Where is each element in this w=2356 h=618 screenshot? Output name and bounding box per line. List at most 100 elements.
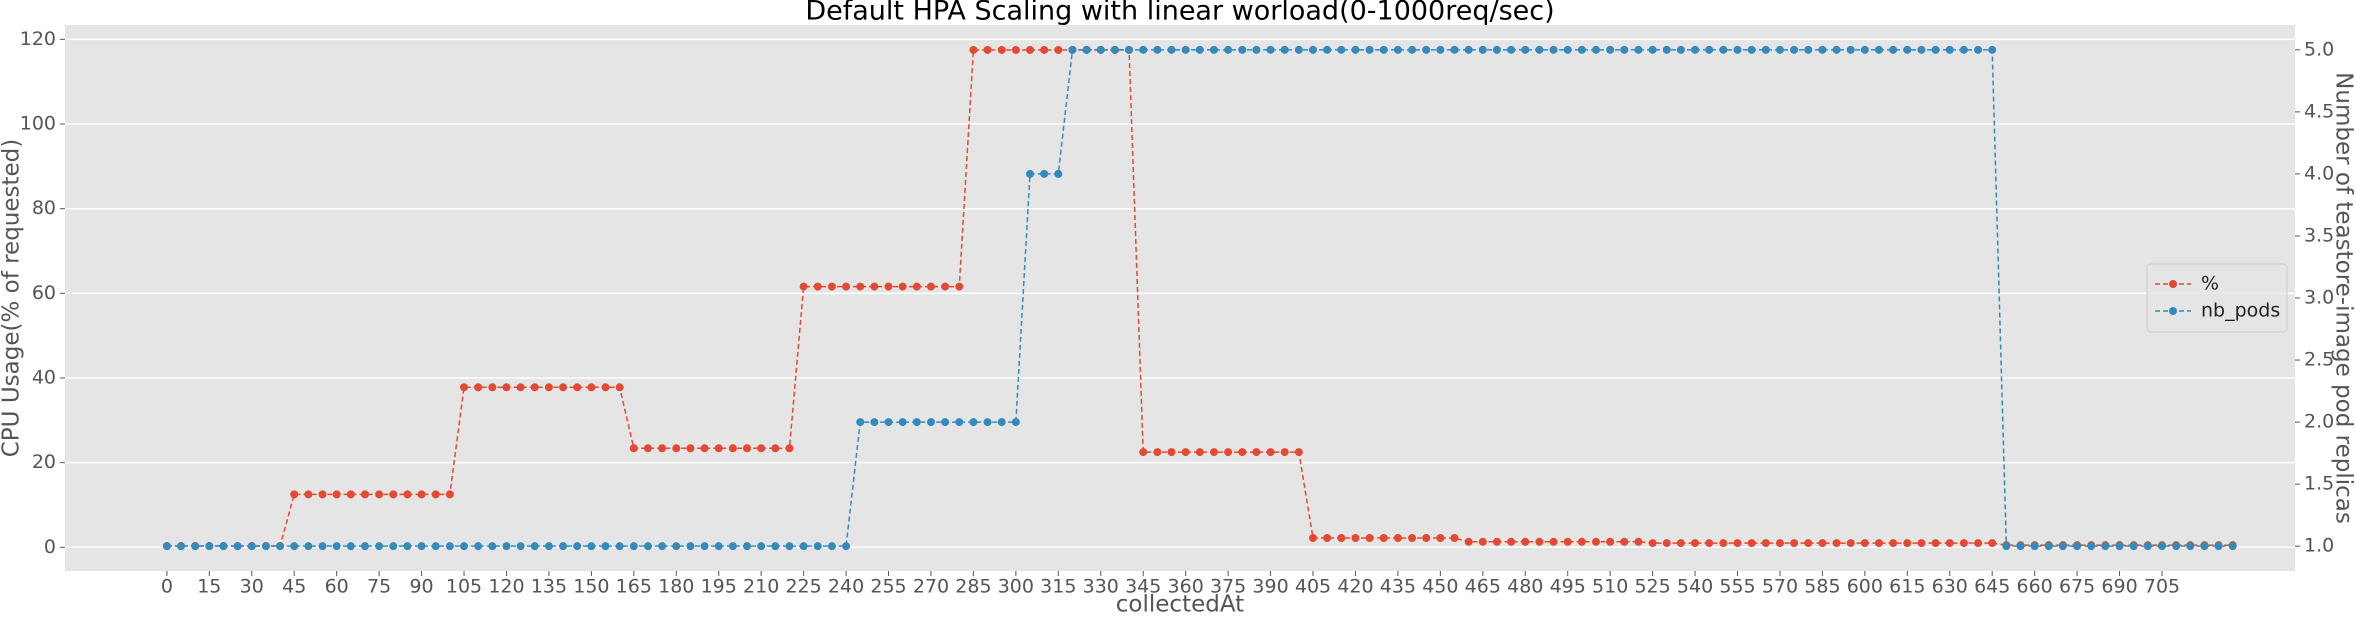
data-point [332,490,341,499]
data-point [1676,539,1685,548]
data-point [856,418,865,427]
data-point [360,542,369,551]
data-point [842,542,851,551]
data-point [1492,537,1501,546]
data-point [1436,533,1445,542]
x-tick-label: 180 [658,576,694,598]
data-point [1224,448,1233,457]
data-point [1945,539,1954,548]
data-point [2058,542,2067,551]
data-point [1238,448,1247,457]
x-tick-label: 210 [743,576,779,598]
data-point [1903,45,1912,54]
y-tick-label: 40 [32,366,56,388]
data-point [898,282,907,291]
data-point [544,383,553,392]
x-tick-label: 480 [1507,576,1543,598]
data-point [1450,45,1459,54]
data-point [445,542,454,551]
data-point [601,542,610,551]
x-tick-label: 75 [367,576,391,598]
data-point [813,282,822,291]
data-point [2157,542,2166,551]
data-point [1521,45,1530,54]
data-point [1705,539,1714,548]
x-tick-label: 495 [1550,576,1586,598]
data-point [912,282,921,291]
data-point [898,418,907,427]
data-point [1521,537,1530,546]
data-point [1054,45,1063,54]
data-point [771,444,780,453]
data-point [1351,533,1360,542]
data-point [1959,539,1968,548]
x-tick-label: 660 [2017,576,2053,598]
data-point [1974,539,1983,548]
data-point [1775,539,1784,548]
x-tick-label: 675 [2059,576,2095,598]
data-point [1988,539,1997,548]
data-point [1917,539,1926,548]
data-point [573,542,582,551]
data-point [955,418,964,427]
data-point [785,542,794,551]
x-tick-label: 120 [488,576,524,598]
data-point [771,542,780,551]
data-point [1917,45,1926,54]
data-point [1266,448,1275,457]
y2-axis-label: Number of teastore-image pod replicas [2331,72,2356,524]
data-point [1478,45,1487,54]
data-point [842,282,851,291]
data-point [587,542,596,551]
data-point [1054,169,1063,178]
data-point [1733,45,1742,54]
data-point [1323,45,1332,54]
data-point [389,542,398,551]
x-tick-label: 150 [573,576,609,598]
x-tick-label: 315 [1040,576,1076,598]
x-tick-label: 390 [1252,576,1288,598]
data-point [1408,533,1417,542]
data-point [445,490,454,499]
data-point [1068,45,1077,54]
y2-tick-label: 1.0 [2304,535,2334,557]
chart-title: Default HPA Scaling with linear worload(… [805,0,1554,27]
data-point [601,383,610,392]
data-point [1422,533,1431,542]
data-point [1422,45,1431,54]
data-point [1549,537,1558,546]
data-point [1818,45,1827,54]
data-point [304,490,313,499]
x-tick-label: 375 [1210,576,1246,598]
data-point [1238,45,1247,54]
data-point [2228,542,2237,551]
data-point [643,542,652,551]
data-point [1309,45,1318,54]
data-point [1846,539,1855,548]
data-point [1167,448,1176,457]
legend: % nb_pods [2146,263,2288,333]
data-point [700,444,709,453]
data-point [474,383,483,392]
data-point [375,542,384,551]
data-point [1266,45,1275,54]
data-point [1507,45,1516,54]
x-tick-label: 345 [1125,576,1161,598]
data-point [304,542,313,551]
data-point [1592,45,1601,54]
data-point [757,542,766,551]
data-point [1563,537,1572,546]
data-point [1309,533,1318,542]
data-point [403,490,412,499]
data-point [1040,169,1049,178]
data-point [346,490,355,499]
data-point [686,444,695,453]
data-point [884,418,893,427]
data-point [700,542,709,551]
data-point [1436,45,1445,54]
x-tick-label: 525 [1634,576,1670,598]
data-point [1167,45,1176,54]
x-tick-label: 270 [913,576,949,598]
x-tick-label: 585 [1804,576,1840,598]
